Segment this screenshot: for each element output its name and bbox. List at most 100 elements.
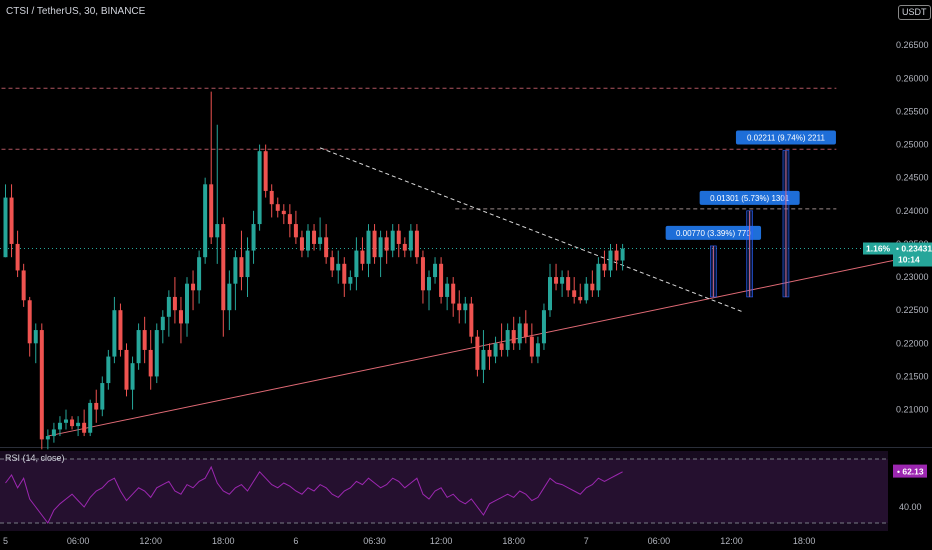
candle-body bbox=[215, 224, 220, 238]
candle-body bbox=[535, 343, 540, 357]
currency-badge[interactable]: USDT bbox=[898, 5, 931, 20]
candle-body bbox=[584, 283, 589, 301]
candle-body bbox=[160, 316, 165, 331]
x-tick-label: 06:00 bbox=[67, 536, 90, 546]
candle-body bbox=[142, 330, 147, 350]
candle-body bbox=[390, 230, 395, 251]
candle-body bbox=[487, 349, 492, 357]
candle-body bbox=[209, 184, 214, 238]
x-tick-label: 18:00 bbox=[793, 536, 816, 546]
price-change-text: 1.16% bbox=[866, 244, 891, 254]
candle-body bbox=[602, 263, 607, 271]
measure-label-box bbox=[735, 130, 836, 145]
candle-body bbox=[100, 383, 105, 410]
candle-body bbox=[342, 263, 347, 284]
candle-body bbox=[324, 237, 329, 258]
candle-body bbox=[239, 257, 244, 278]
candle-body bbox=[560, 277, 565, 284]
candle-body bbox=[529, 336, 534, 357]
candle-body bbox=[517, 323, 522, 344]
candle-body bbox=[21, 270, 26, 301]
candle-body bbox=[620, 248, 625, 261]
candle-body bbox=[548, 277, 552, 311]
candle-body bbox=[451, 283, 456, 304]
candle-body bbox=[354, 250, 359, 278]
y-tick-label: 0.26000 bbox=[896, 73, 929, 83]
candle-body bbox=[463, 303, 468, 311]
candle-body bbox=[433, 263, 438, 278]
rsi-value-tag bbox=[893, 464, 927, 478]
candle-body bbox=[469, 303, 474, 337]
candle-body bbox=[197, 257, 202, 291]
candle-body bbox=[608, 250, 613, 271]
rsi-label[interactable]: RSI (14, close) bbox=[5, 453, 65, 463]
candle-body bbox=[566, 277, 571, 291]
x-tick-label: 12:00 bbox=[430, 536, 453, 546]
measure-label: 0.01301 (5.73%) 1301 bbox=[710, 194, 790, 203]
measure-label: 0.02211 (9.74%) 2211 bbox=[747, 134, 826, 143]
candle-body bbox=[499, 343, 504, 350]
candle-body bbox=[330, 257, 335, 271]
candle-body bbox=[493, 343, 498, 357]
x-tick-label: 18:00 bbox=[502, 536, 525, 546]
candle-body bbox=[281, 210, 286, 215]
candle-body bbox=[299, 237, 304, 251]
candle-body bbox=[233, 257, 238, 284]
candle-body bbox=[27, 300, 32, 344]
candle-body bbox=[445, 283, 450, 297]
candle-body bbox=[475, 336, 480, 370]
measure-label-box bbox=[699, 190, 800, 205]
x-tick-label: 6 bbox=[293, 536, 298, 546]
candle-body bbox=[420, 257, 425, 291]
candle-body bbox=[130, 363, 135, 390]
candle-body bbox=[572, 290, 577, 297]
candle-body bbox=[408, 230, 413, 251]
candle-body bbox=[39, 330, 44, 440]
y-tick-label: 0.24000 bbox=[896, 206, 929, 216]
y-tick-label: 0.26500 bbox=[896, 40, 929, 50]
candle-body bbox=[57, 422, 62, 430]
candle-body bbox=[427, 277, 431, 291]
candle-body bbox=[366, 230, 371, 264]
x-tick-label: 12:00 bbox=[720, 536, 743, 546]
candle-body bbox=[191, 283, 196, 291]
candle-body bbox=[396, 230, 401, 244]
y-tick-label: 0.25000 bbox=[896, 140, 929, 150]
measure-label: 0.00770 (3.39%) 770 bbox=[676, 229, 751, 238]
y-tick-label: 0.23000 bbox=[896, 272, 929, 282]
candle-body bbox=[505, 330, 510, 350]
price-tag-countdown: 10:14 bbox=[898, 255, 920, 265]
candle-body bbox=[94, 402, 99, 410]
candle-body bbox=[76, 422, 81, 427]
support-trendline bbox=[47, 253, 926, 437]
candle-body bbox=[541, 310, 546, 344]
candle-body bbox=[414, 230, 419, 258]
candle-body bbox=[88, 402, 93, 433]
x-tick-label: 06:00 bbox=[648, 536, 671, 546]
rsi-value-text: • 62.13 bbox=[897, 467, 924, 477]
candle-body bbox=[227, 283, 232, 311]
candle-body bbox=[269, 190, 274, 205]
candle-body bbox=[136, 330, 141, 364]
candle-body bbox=[154, 330, 159, 377]
candle-body bbox=[554, 277, 559, 284]
y-tick-label: 0.22000 bbox=[896, 338, 929, 348]
y-tick-label: 0.24500 bbox=[896, 173, 929, 183]
candle-body bbox=[360, 250, 365, 264]
candle-body bbox=[172, 296, 177, 311]
candle-body bbox=[251, 224, 256, 251]
candle-body bbox=[596, 263, 601, 291]
candle-body bbox=[614, 250, 619, 261]
candle-body bbox=[166, 296, 171, 317]
candle-body bbox=[372, 230, 377, 258]
candle-body bbox=[3, 197, 8, 258]
price-change-tag bbox=[863, 242, 893, 255]
x-tick-label: 7 bbox=[584, 536, 589, 546]
candle-body bbox=[578, 296, 583, 301]
y-tick-label: 0.25500 bbox=[896, 106, 929, 116]
candle-body bbox=[402, 243, 407, 251]
candles bbox=[3, 91, 625, 450]
symbol-title[interactable]: CTSI / TetherUS, 30, BINANCE bbox=[6, 6, 146, 17]
candle-body bbox=[384, 237, 389, 251]
